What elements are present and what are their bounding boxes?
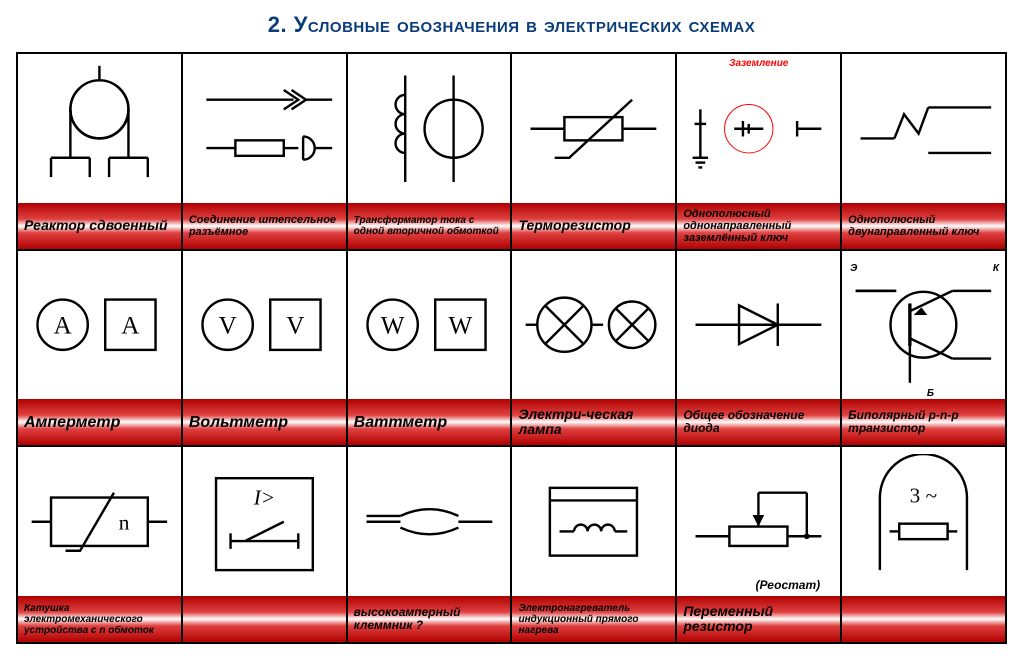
symbol-cell-var-res: (Реостат) Переменный резистор <box>676 446 841 643</box>
symbol-label: Общее обозначение диода <box>677 399 840 445</box>
page-title: 2. Условные обозначения в электрических … <box>0 0 1023 52</box>
svg-text:V: V <box>286 313 304 340</box>
symbol-cell-lamp: Электри-ческая лампа <box>511 250 676 447</box>
symbol-cell-voltmeter: V V Вольтметр <box>182 250 347 447</box>
svg-text:A: A <box>121 313 139 340</box>
svg-text:I>: I> <box>253 485 275 509</box>
symbol-cell-switch-2way: Однополюсный двунаправленный ключ <box>841 53 1006 250</box>
diode-icon <box>677 251 840 400</box>
lamp-icon <box>512 251 675 400</box>
symbol-label: Однополюсный двунаправленный ключ <box>842 203 1005 249</box>
svg-text:A: A <box>54 313 72 340</box>
heater-ind-icon <box>512 447 675 596</box>
symbol-label: Электронагреватель индукционный прямого … <box>512 596 675 642</box>
symbol-cell-coil-n: n Катушка электромеханического устройств… <box>17 446 182 643</box>
symbol-label: высокоамперный клеммник ? <box>348 596 511 642</box>
switch-2way-icon <box>842 54 1005 203</box>
symbol-cell-switch-ground: Заземление Однополюсный однонаправленный … <box>676 53 841 250</box>
plug-icon <box>183 54 346 203</box>
voltmeter-icon: V V <box>183 251 346 400</box>
terminal-icon <box>348 447 511 596</box>
symbol-cell-thermistor: Терморезистор <box>511 53 676 250</box>
svg-text:W: W <box>448 313 472 340</box>
symbol-label: Реактор сдвоенный <box>18 203 181 249</box>
symbol-cell-pnp: Э К ББиполярный p-n-p транзистор <box>841 250 1006 447</box>
symbol-label: Соединение штепсельное разъёмное <box>183 203 346 249</box>
symbol-label: Переменный резистор <box>677 596 840 642</box>
symbol-grid: Реактор сдвоенный Соединение штепсельное… <box>16 52 1007 644</box>
symbol-label: Однополюсный однонаправленный заземлённы… <box>677 203 840 249</box>
symbol-label: Амперметр <box>18 399 181 445</box>
svg-text:W: W <box>380 313 404 340</box>
symbol-cell-wattmeter: W W Ваттметр <box>347 250 512 447</box>
symbol-label: Вольтметр <box>183 399 346 445</box>
symbol-label: Катушка электромеханического устройства … <box>18 596 181 642</box>
motor-3ph-icon: 3 ~ <box>842 447 1005 596</box>
symbol-cell-reactor: Реактор сдвоенный <box>17 53 182 250</box>
reactor-icon <box>18 54 181 203</box>
symbol-cell-diode: Общее обозначение диода <box>676 250 841 447</box>
symbol-label: Ваттметр <box>348 399 511 445</box>
wattmeter-icon: W W <box>348 251 511 400</box>
symbol-cell-plug: Соединение штепсельное разъёмное <box>182 53 347 250</box>
ammeter-icon: A A <box>18 251 181 400</box>
terminal-e: Э <box>850 263 857 274</box>
coil-n-icon: n <box>18 447 181 596</box>
symbol-cell-terminal: высокоамперный клеммник ? <box>347 446 512 643</box>
thermistor-icon <box>512 54 675 203</box>
var-res-icon <box>677 447 840 596</box>
symbol-label <box>842 596 1005 642</box>
relay-i-icon: I> <box>183 447 346 596</box>
annotation: Заземление <box>729 58 788 69</box>
symbol-label: Терморезистор <box>512 203 675 249</box>
pnp-icon: Э К Б <box>842 251 1005 400</box>
symbol-cell-ammeter: A A Амперметр <box>17 250 182 447</box>
symbol-cell-heater-ind: Электронагреватель индукционный прямого … <box>511 446 676 643</box>
symbol-label <box>183 596 346 642</box>
terminal-c: К <box>993 263 999 274</box>
switch-ground-icon: Заземление <box>677 54 840 203</box>
ct-icon <box>348 54 511 203</box>
svg-text:3 ~: 3 ~ <box>910 483 937 507</box>
symbol-label: Трансформатор тока с одной вторичной обм… <box>348 203 511 249</box>
symbol-cell-ct: Трансформатор тока с одной вторичной обм… <box>347 53 512 250</box>
symbol-cell-motor-3ph: 3 ~ <box>841 446 1006 643</box>
svg-text:V: V <box>218 313 236 340</box>
symbol-cell-relay-i: I> <box>182 446 347 643</box>
svg-text:n: n <box>119 510 130 534</box>
symbol-label: Электри-ческая лампа <box>512 399 675 445</box>
symbol-label: Биполярный p-n-p транзистор <box>842 399 1005 445</box>
terminal-b: Б <box>927 388 934 399</box>
